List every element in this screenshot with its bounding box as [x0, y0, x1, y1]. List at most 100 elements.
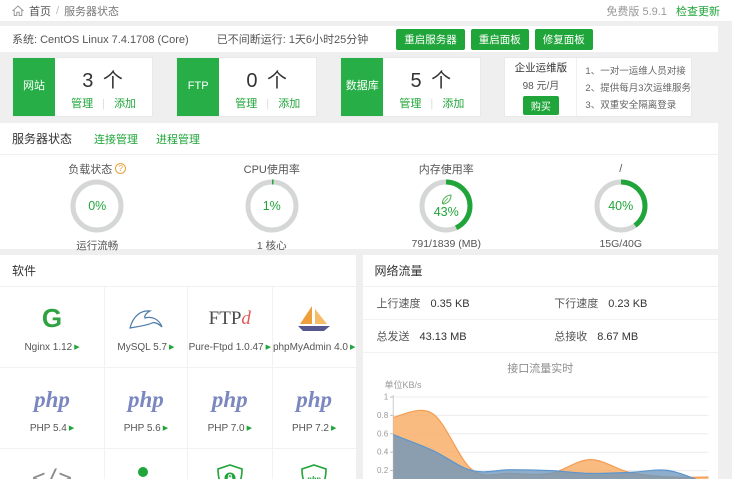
server-status-title: 服务器状态 — [12, 130, 72, 147]
network-header: 网络流量 — [363, 255, 719, 287]
svg-text:0.8: 0.8 — [376, 411, 388, 420]
running-icon: ▶ — [69, 425, 74, 432]
link-separator: | — [430, 98, 433, 110]
code-icon: </> — [32, 462, 72, 479]
software-item[interactable]: FTPd Pure-Ftpd 1.0.47▶ — [188, 287, 273, 368]
upload-speed: 上行速度0.35 KB — [363, 287, 541, 320]
download-speed-value: 0.23 KB — [608, 298, 647, 310]
gauge-title: / — [619, 163, 622, 175]
restart-server-button[interactable]: 重启服务器 — [396, 29, 465, 50]
promo-feature: 2、提供每月3次运维服务 — [585, 80, 691, 94]
gauge: / ? 40% 15G/40G — [534, 161, 709, 253]
software-title: 软件 — [12, 262, 36, 279]
gauges-row: 负载状态 ? 0% 运行流畅 CPU使用率 ? — [0, 155, 718, 257]
manage-link[interactable]: 管理 — [399, 98, 421, 110]
software-name: PHP 7.2 — [292, 423, 329, 434]
svg-text:0.2: 0.2 — [376, 466, 388, 475]
server-status-links: 连接管理 进程管理 — [94, 131, 200, 147]
network-stats: 上行速度0.35 KB 下行速度0.23 KB 总发送43.13 MB 总接收8… — [363, 287, 719, 353]
svg-text:php: php — [306, 474, 321, 479]
software-header: 软件 — [0, 255, 356, 287]
software-item[interactable]: php PHP 5.6▶ — [105, 368, 188, 449]
software-item[interactable]: php PHP守护 1.2▶ — [273, 449, 356, 479]
svg-text:0.4: 0.4 — [376, 448, 388, 457]
software-item[interactable]: php PHP 7.0▶ — [188, 368, 273, 449]
connection-manage-link[interactable]: 连接管理 — [94, 131, 138, 147]
promo-title: 企业运维版 — [515, 60, 568, 75]
traffic-chart: 00.20.40.60.8117:32:1117:32:1617:32:2017… — [367, 391, 715, 479]
software-item[interactable]: MySQL 5.7▶ — [105, 287, 188, 368]
gauge-subtext: 1 核心 — [257, 238, 287, 253]
stat-cards-row: 网站 3 个 管理 | 添加 FTP 0 个 管理 | 添加 数据库 5 个 管… — [12, 57, 692, 117]
gauge-donut: 1% — [244, 178, 300, 234]
repair-panel-button[interactable]: 修复面板 — [535, 29, 593, 50]
gauge-subtext: 15G/40G — [599, 238, 642, 250]
link-separator: | — [102, 98, 105, 110]
shield-php-icon: php — [299, 462, 329, 479]
stat-card: 数据库 5 个 管理 | 添加 — [340, 57, 481, 117]
software-item[interactable]: phpMyAdmin 4.0▶ — [273, 287, 356, 368]
nginx-icon: G — [42, 302, 62, 336]
system-actions: 重启服务器 重启面板 修复面板 — [396, 29, 593, 50]
software-name: PHP 5.6 — [124, 423, 161, 434]
software-item[interactable]: 宝塔安全登录 1.3▶ — [188, 449, 273, 479]
gauge-value: 40% — [608, 199, 633, 213]
process-manage-link[interactable]: 进程管理 — [156, 131, 200, 147]
running-icon: ▶ — [266, 344, 271, 351]
software-name: Nginx 1.12 — [24, 342, 72, 353]
version-label: 免费版 5.9.1 — [606, 6, 667, 18]
stat-card-tab[interactable]: 网站 — [13, 58, 55, 116]
breadcrumb-home[interactable]: 首页 — [29, 3, 51, 19]
running-icon: ▶ — [163, 425, 168, 432]
gauge-donut: 0% — [69, 178, 125, 234]
ops-icon — [129, 462, 163, 479]
manage-link[interactable]: 管理 — [235, 98, 257, 110]
manage-link[interactable]: 管理 — [71, 98, 93, 110]
software-item[interactable]: G Nginx 1.12▶ — [0, 287, 105, 368]
software-grid: G Nginx 1.12▶ MySQL 5.7▶ FTPd Pure-Ftpd … — [0, 287, 356, 479]
gauge-donut: 40% — [593, 178, 649, 234]
upload-speed-value: 0.35 KB — [431, 298, 470, 310]
stat-count: 5 个 — [411, 64, 454, 93]
php-icon: php — [128, 383, 164, 417]
system-os-text: 系统: CentOS Linux 7.4.1708 (Core) — [12, 31, 189, 47]
gauge-value: 43% — [434, 205, 459, 219]
software-item[interactable]: php PHP 5.4▶ — [0, 368, 105, 449]
restart-panel-button[interactable]: 重启面板 — [471, 29, 529, 50]
stat-count: 0 个 — [246, 64, 289, 93]
download-speed: 下行速度0.23 KB — [540, 287, 718, 320]
mysql-icon — [127, 302, 165, 336]
add-link[interactable]: 添加 — [278, 98, 300, 110]
total-received-value: 8.67 MB — [597, 331, 638, 343]
software-item[interactable]: </> 宝塔一键部署源码 1.1▶ — [0, 449, 105, 479]
total-sent: 总发送 43.13 MB — [363, 320, 541, 353]
total-sent-value: 43.13 MB — [420, 331, 467, 343]
check-update-link[interactable]: 检查更新 — [676, 6, 720, 18]
svg-text:1: 1 — [383, 393, 388, 402]
gauge-title: 负载状态 — [68, 161, 112, 177]
buy-button[interactable]: 购买 — [523, 96, 559, 115]
stat-card-tab[interactable]: 数据库 — [341, 58, 383, 116]
running-icon: ▶ — [350, 344, 355, 351]
software-item[interactable]: php PHP 7.2▶ — [273, 368, 356, 449]
total-sent-label: 总发送 — [377, 331, 410, 343]
link-separator: | — [266, 98, 269, 110]
php-icon: php — [212, 383, 248, 417]
add-link[interactable]: 添加 — [114, 98, 136, 110]
php-icon: php — [296, 383, 332, 417]
gauge-subtext: 运行流畅 — [76, 238, 118, 253]
home-icon[interactable] — [12, 5, 24, 17]
breadcrumb-separator: / — [56, 5, 59, 17]
enterprise-promo-card: 企业运维版 98 元/月 购买 1、一对一运维人员对接 2、提供每月3次运维服务… — [504, 57, 692, 117]
add-link[interactable]: 添加 — [442, 98, 464, 110]
system-info-bar: 系统: CentOS Linux 7.4.1708 (Core) 已不间断运行:… — [0, 26, 718, 52]
software-panel: 软件 G Nginx 1.12▶ MySQL 5.7▶ FTPd Pure-Ft… — [0, 255, 356, 479]
stat-card-tab[interactable]: FTP — [177, 58, 219, 116]
promo-feature: 3、双重安全隔离登录 — [585, 97, 691, 111]
help-icon[interactable]: ? — [115, 163, 126, 174]
stat-card: 网站 3 个 管理 | 添加 — [12, 57, 153, 117]
stat-card: FTP 0 个 管理 | 添加 — [176, 57, 317, 117]
gauge-title: 内存使用率 — [419, 161, 474, 177]
gauge-title: CPU使用率 — [244, 161, 300, 177]
software-item[interactable]: 宝塔运维 1.0▶ — [105, 449, 188, 479]
